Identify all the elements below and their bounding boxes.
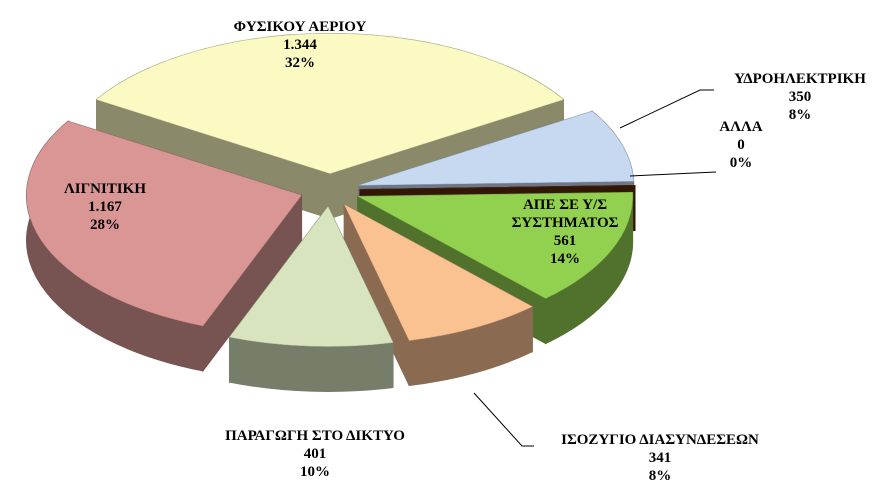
leader-line xyxy=(629,171,717,177)
slice-label: ΛΙΓΝΙΤΙΚΗ 1.167 28% xyxy=(45,180,165,234)
label-percent: 28% xyxy=(90,217,120,233)
leader-line xyxy=(619,89,714,129)
label-value: 1.344 xyxy=(283,37,317,53)
label-name: ΑΠΕ ΣΕ Υ/Σ ΣΥΣΤΗΜΑΤΟΣ xyxy=(511,197,619,231)
label-name: ΑΛΛΑ xyxy=(719,119,763,135)
label-percent: 10% xyxy=(300,464,330,480)
label-name: ΛΙΓΝΙΤΙΚΗ xyxy=(64,181,146,197)
slice-label: ΠΑΡΑΓΩΓΗ ΣΤΟ ΔΙΚΤΥΟ 401 10% xyxy=(185,427,445,481)
slice-top xyxy=(343,203,533,341)
label-value: 401 xyxy=(303,446,327,462)
label-value: 350 xyxy=(788,89,812,105)
leader-line xyxy=(473,392,534,447)
slice-top xyxy=(229,205,394,347)
slice-top xyxy=(358,110,634,186)
slice xyxy=(26,120,303,373)
label-name: ΥΔΡΟΗΛΕΚΤΡΙΚΗ xyxy=(734,71,866,87)
slice-label: ΦΥΣΙΚΟΥ ΑΕΡΙΟΥ 1.344 32% xyxy=(190,18,410,72)
label-percent: 14% xyxy=(550,251,580,267)
slice-label: ΑΠΕ ΣΕ Υ/Σ ΣΥΣΤΗΜΑΤΟΣ 561 14% xyxy=(490,196,640,268)
label-percent: 8% xyxy=(648,468,672,484)
label-value: 561 xyxy=(553,233,577,249)
label-name: ΙΣΟΖΥΓΙΟ ΔΙΑΣΥΝΔΕΣΕΩΝ xyxy=(561,432,759,448)
slice-top xyxy=(26,120,302,327)
label-value: 0 xyxy=(737,137,745,153)
label-value: 1.167 xyxy=(88,199,122,215)
label-name: ΦΥΣΙΚΟΥ ΑΕΡΙΟΥ xyxy=(233,19,367,35)
slice-label: ΥΔΡΟΗΛΕΚΤΡΙΚΗ 350 8% xyxy=(710,70,872,124)
label-percent: 8% xyxy=(788,107,812,123)
label-name: ΠΑΡΑΓΩΓΗ ΣΤΟ ΔΙΚΤΥΟ xyxy=(225,428,405,444)
slice xyxy=(228,204,394,392)
slice xyxy=(343,203,533,387)
label-percent: 0% xyxy=(729,155,753,171)
slice-label: ΙΣΟΖΥΓΙΟ ΔΙΑΣΥΝΔΕΣΕΩΝ 341 8% xyxy=(530,431,790,485)
slice-top xyxy=(356,192,633,299)
label-percent: 32% xyxy=(285,55,315,71)
slices xyxy=(26,33,636,392)
label-value: 341 xyxy=(648,450,672,466)
slice-top xyxy=(96,33,564,174)
slice-label: ΑΛΛΑ 0 0% xyxy=(711,118,771,172)
